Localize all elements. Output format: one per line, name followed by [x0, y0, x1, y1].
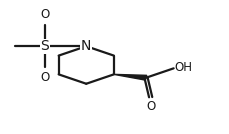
- Text: O: O: [40, 8, 49, 21]
- Text: S: S: [40, 39, 49, 53]
- Text: N: N: [81, 39, 91, 53]
- Text: O: O: [145, 100, 155, 113]
- Text: OH: OH: [174, 61, 192, 74]
- Text: O: O: [40, 71, 49, 84]
- Polygon shape: [113, 74, 146, 80]
